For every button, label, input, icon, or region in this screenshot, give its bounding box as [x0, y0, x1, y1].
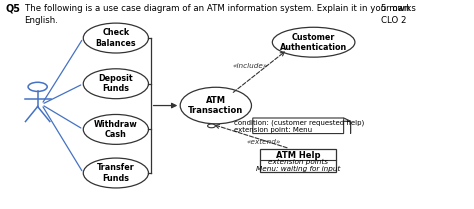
Text: Check
Balances: Check Balances	[96, 28, 136, 48]
Text: The following is a use case diagram of an ATM information system. Explain it in : The following is a use case diagram of a…	[25, 4, 410, 25]
Text: Deposit
Funds: Deposit Funds	[99, 74, 133, 93]
Text: Withdraw
Cash: Withdraw Cash	[94, 120, 138, 139]
Text: «extend»: «extend»	[246, 139, 281, 145]
Text: 5 marks
CLO 2: 5 marks CLO 2	[381, 4, 416, 25]
Text: ATM
Transaction: ATM Transaction	[188, 96, 244, 115]
Text: Customer
Authentication: Customer Authentication	[280, 33, 347, 52]
Text: «include»: «include»	[232, 63, 267, 69]
FancyBboxPatch shape	[260, 149, 337, 172]
Circle shape	[208, 124, 215, 128]
Text: Q5: Q5	[6, 4, 21, 14]
Text: Transfer
Funds: Transfer Funds	[97, 163, 135, 183]
Polygon shape	[253, 118, 351, 134]
Text: condition: (customer requested help)
extension point: Menu: condition: (customer requested help) ext…	[234, 119, 364, 133]
Polygon shape	[344, 118, 351, 121]
Text: extension points
Menu: waiting for input: extension points Menu: waiting for input	[256, 159, 341, 172]
Text: ATM Help: ATM Help	[276, 151, 321, 160]
